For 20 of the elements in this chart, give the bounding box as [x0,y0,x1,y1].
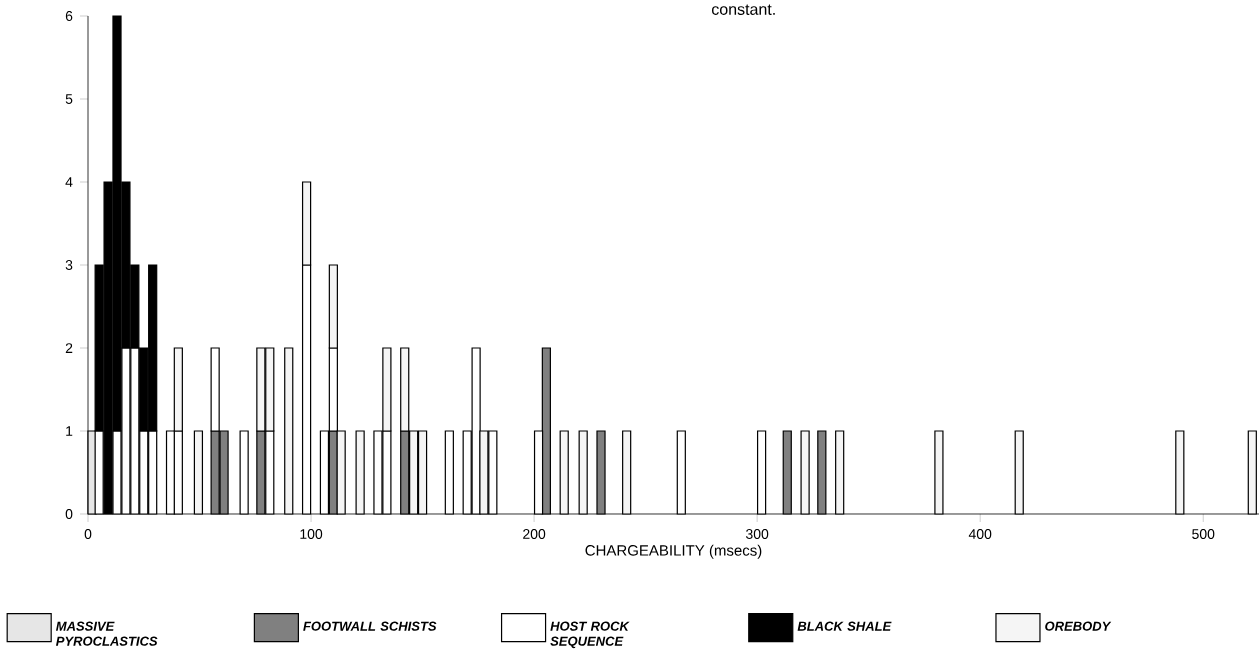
y-tick-label: 1 [66,426,73,436]
legend-label: FOOTWALL SCHISTS [303,621,437,631]
y-tick-label: 0 [65,509,73,519]
x-tick-label: 500 [1192,529,1215,539]
text: constant. [711,4,775,15]
y-tick-label: 4 [65,177,73,187]
legend-label: HOST ROCK SEQUENCE [550,621,630,649]
legend-label: BLACK SHALE [797,621,892,631]
y-tick-label: 2 [65,343,73,353]
legend-label: MASSIVE PYROCLASTICS [56,621,158,646]
x-tick-label: 200 [523,529,546,539]
x-tick-label: 300 [746,529,769,539]
legend-label: OREBODY [1045,621,1112,631]
x-tick-label: 0 [84,529,92,539]
x-axis-title: CHARGEABILITY (msecs) [585,544,762,559]
y-tick-label: 3 [65,260,73,270]
x-tick-label: 400 [968,529,992,539]
y-tick-label: 6 [65,11,73,21]
x-tick-label: 100 [300,529,323,539]
y-tick-label: 5 [65,94,73,104]
